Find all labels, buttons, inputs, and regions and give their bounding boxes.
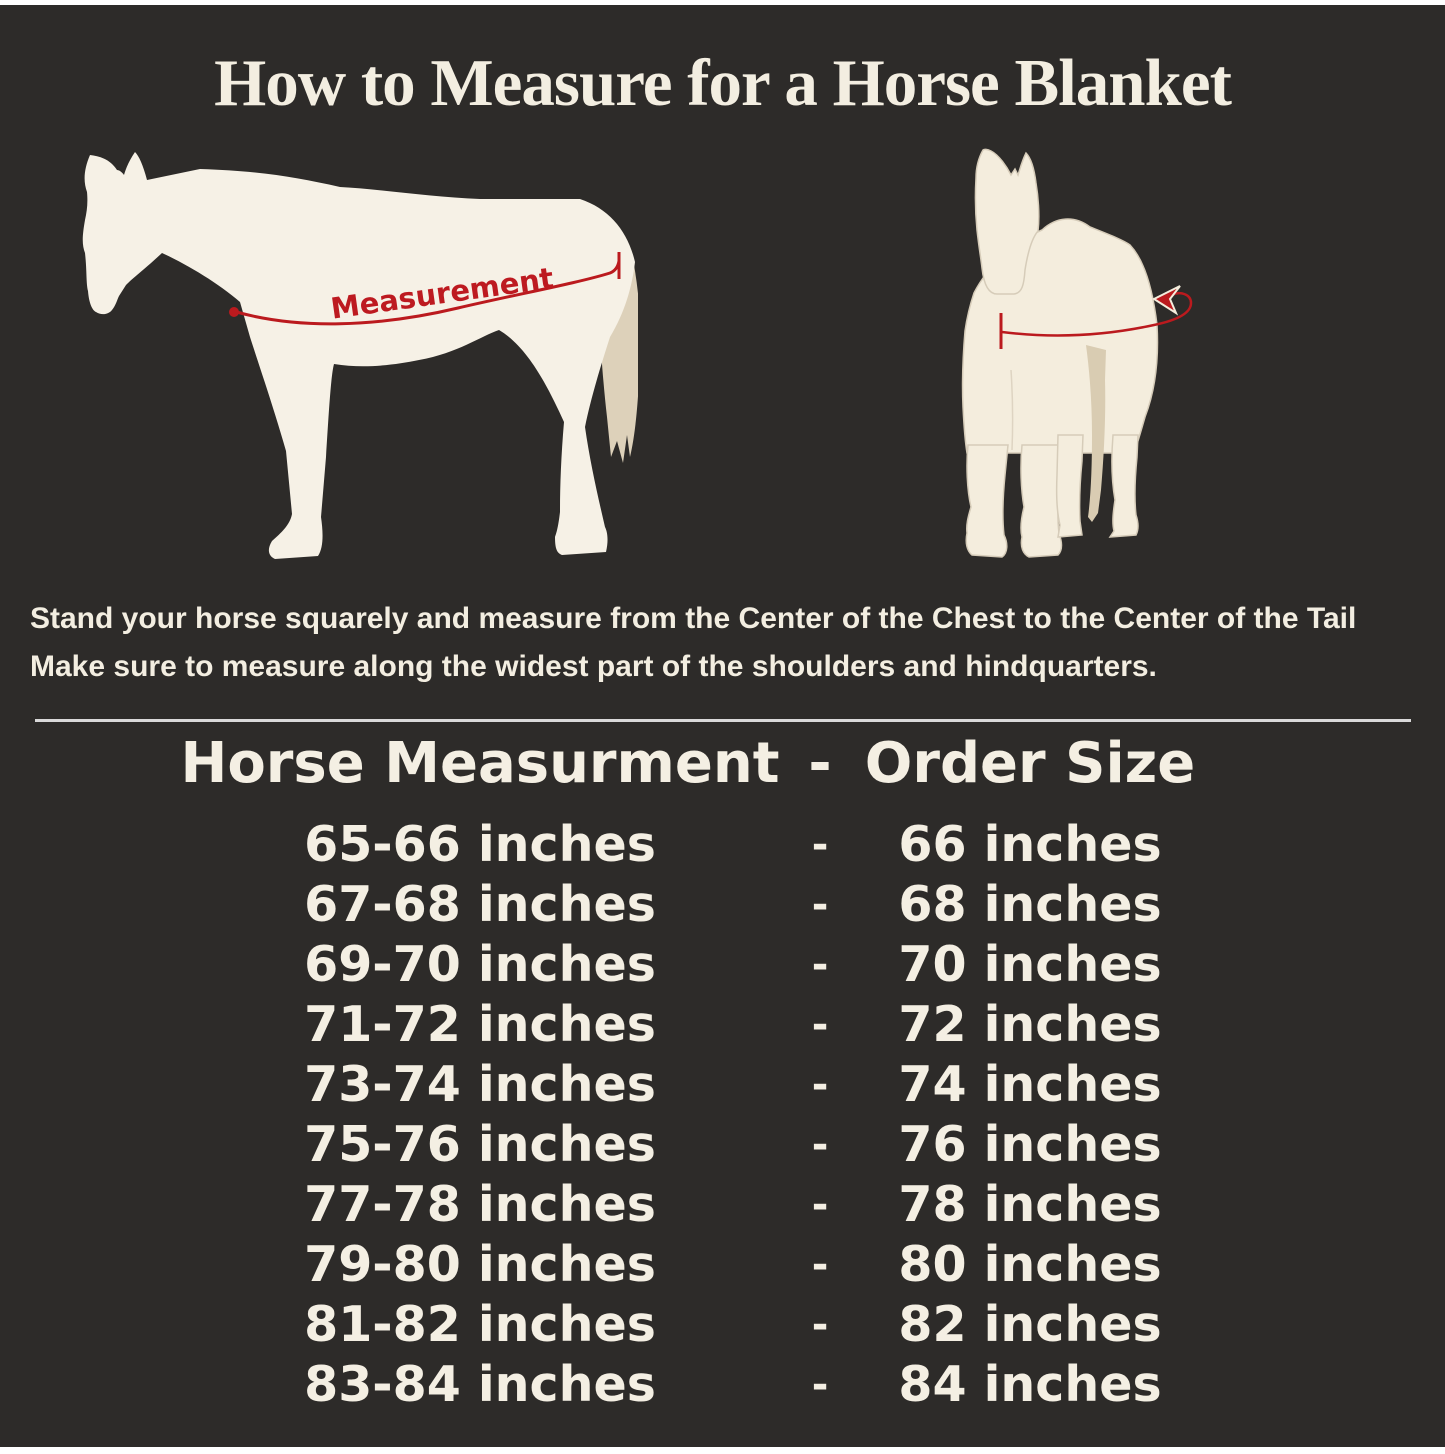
order-size-cell: 76 inches [898, 1116, 1162, 1173]
front-horse-head [974, 148, 1040, 295]
measurement-cell: 67-68 inches [304, 876, 656, 933]
instruction-line-2: Make sure to measure along the widest pa… [30, 650, 1157, 683]
size-table: 65-66 inches - 66 inches 67-68 inches - … [180, 815, 1200, 1415]
page-title: How to Measure for a Horse Blanket [214, 46, 1232, 120]
order-size-cell: 84 inches [898, 1356, 1162, 1413]
chest-crease-line [1010, 369, 1014, 451]
table-row: 65-66 inches - 66 inches [180, 815, 1200, 875]
table-row: 81-82 inches - 82 inches [180, 1295, 1200, 1355]
separator-cell: - [811, 1362, 829, 1408]
measurement-cell: 69-70 inches [304, 936, 656, 993]
order-size-cell: 80 inches [898, 1236, 1162, 1293]
order-size-cell: 78 inches [898, 1176, 1162, 1233]
separator-cell: - [811, 882, 829, 928]
measurement-line [232, 260, 621, 326]
separator-cell: - [811, 822, 829, 868]
dark-panel: How to Measure for a Horse Blanket Measu… [0, 5, 1445, 1447]
table-row: 69-70 inches - 70 inches [180, 935, 1200, 995]
girth-measure-arrowhead [1151, 285, 1181, 316]
measurement-cell: 81-82 inches [304, 1296, 656, 1353]
front-horse-leg [1055, 434, 1084, 538]
front-horse-leg [965, 444, 1009, 558]
horse-body [82, 152, 635, 559]
measurement-cell: 73-74 inches [304, 1056, 656, 1113]
table-row: 67-68 inches - 68 inches [180, 875, 1200, 935]
table-row: 75-76 inches - 76 inches [180, 1115, 1200, 1175]
measurement-cell: 83-84 inches [304, 1356, 656, 1413]
order-size-cell: 68 inches [898, 876, 1162, 933]
side-view-horse-illustration [82, 152, 638, 559]
order-size-cell: 74 inches [898, 1056, 1162, 1113]
table-row: 77-78 inches - 78 inches [180, 1175, 1200, 1235]
girth-measure-line [1001, 292, 1193, 337]
measurement-cell: 65-66 inches [304, 816, 656, 873]
separator-cell: - [811, 1302, 829, 1348]
table-row: 73-74 inches - 74 inches [180, 1055, 1200, 1115]
measurement-cell: 71-72 inches [304, 996, 656, 1053]
table-row: 71-72 inches - 72 inches [180, 995, 1200, 1055]
order-size-cell: 72 inches [898, 996, 1162, 1053]
measurement-cell: 75-76 inches [304, 1116, 656, 1173]
table-row: 79-80 inches - 80 inches [180, 1235, 1200, 1295]
instruction-line-1: Stand your horse squarely and measure fr… [30, 602, 1357, 635]
instruction-text: Stand your horse squarely and measure fr… [30, 595, 1430, 691]
front-view-horse-illustration [961, 148, 1193, 558]
measurement-cell: 77-78 inches [304, 1176, 656, 1233]
table-row: 83-84 inches - 84 inches [180, 1355, 1200, 1415]
separator-cell: - [811, 1122, 829, 1168]
header-horse-measurement: Horse Measurment [180, 731, 780, 796]
order-size-cell: 82 inches [898, 1296, 1162, 1353]
order-size-cell: 66 inches [898, 816, 1162, 873]
header-order-size: Order Size [864, 731, 1196, 796]
front-horse-leg [1020, 444, 1063, 558]
header-separator: - [808, 731, 832, 796]
front-horse-tail [1086, 345, 1106, 522]
order-size-cell: 70 inches [898, 936, 1162, 993]
measurement-cell: 79-80 inches [304, 1236, 656, 1293]
separator-cell: - [811, 1182, 829, 1228]
section-divider [35, 719, 1411, 722]
separator-cell: - [811, 942, 829, 988]
separator-cell: - [811, 1062, 829, 1108]
size-table-header: Horse Measurment - Order Size [180, 731, 1200, 796]
front-horse-leg [1108, 434, 1139, 538]
separator-cell: - [811, 1002, 829, 1048]
separator-cell: - [811, 1242, 829, 1288]
